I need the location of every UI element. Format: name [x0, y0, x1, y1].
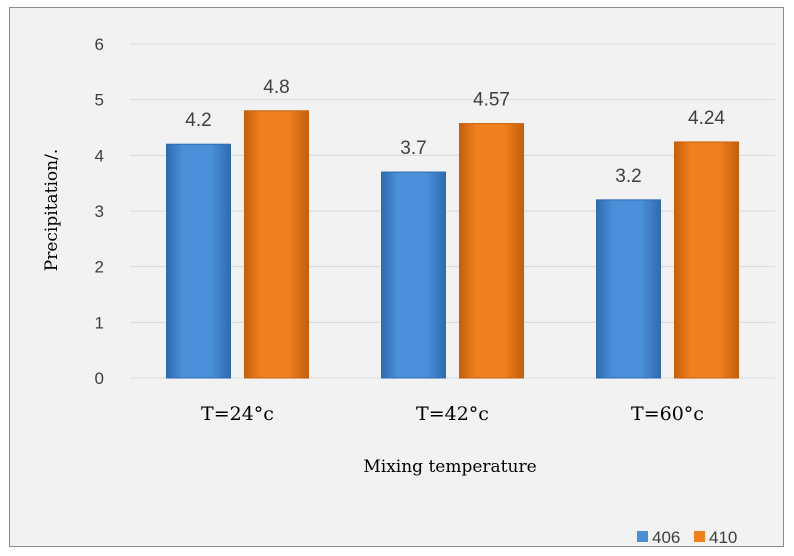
x-axis-title: Mixing temperature [363, 457, 536, 477]
data-label-410-1: 4.57 [473, 90, 510, 111]
y-tick-label: 5 [95, 91, 104, 110]
data-label-406-1: 3.7 [400, 138, 426, 159]
y-tick-label: 2 [95, 258, 104, 277]
x-category-label: T=60°c [631, 403, 704, 425]
y-tick-label: 4 [95, 146, 104, 165]
bar-410-0 [244, 110, 309, 379]
bar-410-1 [459, 123, 524, 379]
y-axis-title: Precipitation/. [42, 149, 62, 271]
data-label-410-0: 4.8 [263, 77, 289, 98]
legend-swatch-410 [694, 531, 705, 542]
bar-406-1 [381, 171, 446, 379]
data-labels: 4.2 4.8 3.7 4.57 3.2 4.24 [185, 77, 725, 187]
y-tick-label: 3 [95, 202, 104, 221]
y-tick-label: 6 [95, 35, 104, 54]
x-axis-categories: T=24°c T=42°c T=60°c [201, 403, 704, 425]
data-label-406-2: 3.2 [615, 166, 641, 187]
legend-label-406: 406 [652, 528, 680, 547]
x-category-label: T=42°c [416, 403, 489, 425]
bar-410-2 [674, 141, 739, 379]
bars [166, 110, 739, 379]
data-label-406-0: 4.2 [185, 110, 211, 131]
x-category-label: T=24°c [201, 403, 274, 425]
y-tick-label: 0 [95, 369, 104, 388]
bar-406-2 [596, 199, 661, 379]
gridlines [130, 43, 775, 379]
legend: 406 410 [637, 528, 737, 547]
bar-406-0 [166, 143, 231, 379]
y-tick-label: 1 [95, 313, 104, 332]
legend-swatch-406 [637, 531, 648, 542]
legend-label-410: 410 [709, 528, 737, 547]
data-label-410-2: 4.24 [688, 108, 725, 129]
y-axis-ticks: 0 1 2 3 4 5 6 [95, 35, 104, 388]
